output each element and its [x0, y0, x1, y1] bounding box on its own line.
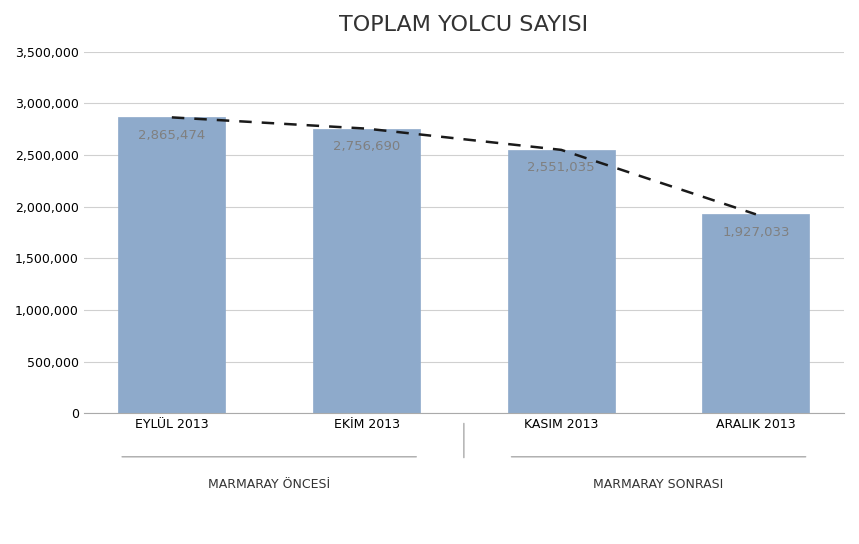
Text: 2,756,690: 2,756,690: [333, 140, 400, 153]
Text: MARMARAY SONRASI: MARMARAY SONRASI: [594, 479, 723, 491]
Bar: [313, 128, 420, 413]
Text: 1,927,033: 1,927,033: [722, 226, 789, 239]
Bar: [119, 118, 225, 413]
Bar: [508, 150, 615, 413]
Title: TOPLAM YOLCU SAYISI: TOPLAM YOLCU SAYISI: [339, 15, 588, 35]
Text: 2,865,474: 2,865,474: [138, 129, 205, 142]
Bar: [703, 214, 809, 413]
Text: 2,551,035: 2,551,035: [527, 161, 595, 174]
Text: MARMARAY ÖNCESİ: MARMARAY ÖNCESİ: [208, 479, 330, 491]
